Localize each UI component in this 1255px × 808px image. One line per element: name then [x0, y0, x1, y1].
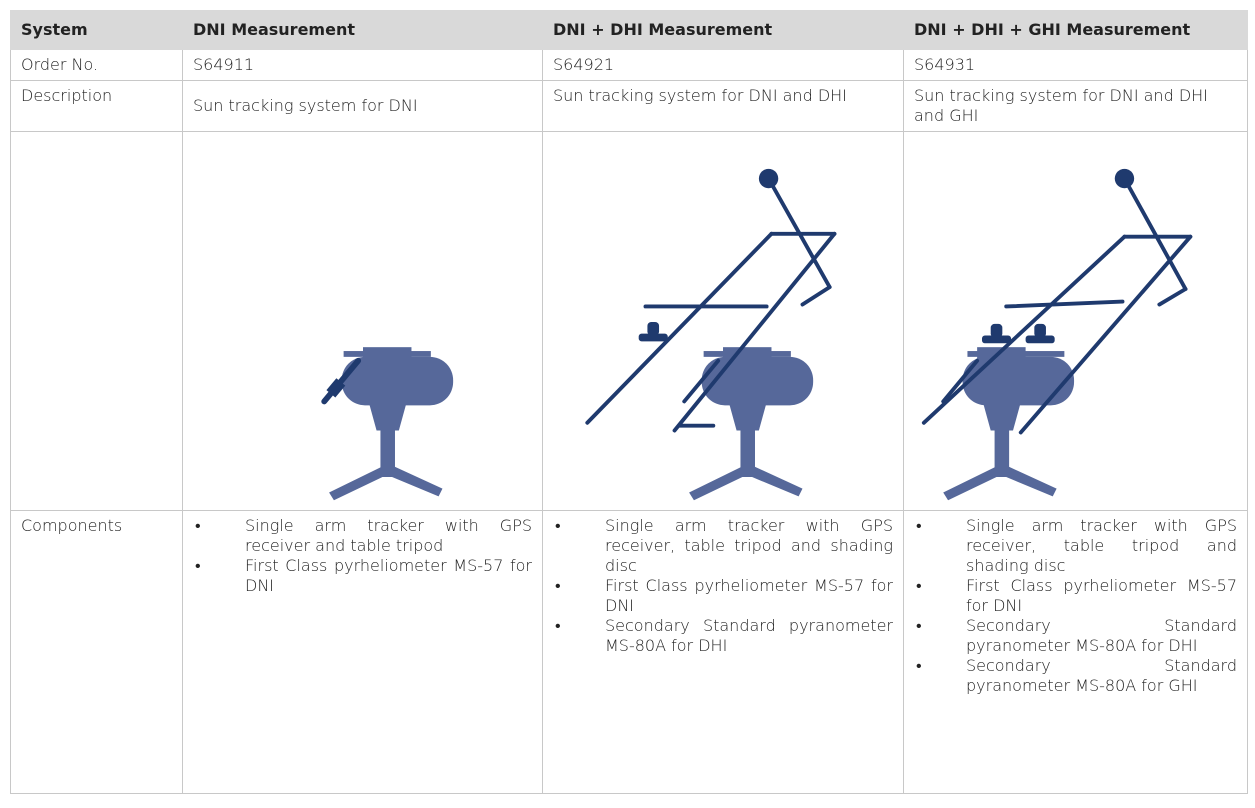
comparison-table: System DNI Measurement DNI + DHI Measure…	[10, 10, 1248, 794]
tracker-illustration	[585, 168, 837, 501]
cell: S64911	[182, 49, 543, 81]
cell: Order No.	[10, 49, 183, 81]
cell: Components	[10, 510, 183, 794]
component-item: First Class pyrheliometer MS-57 for DNI	[914, 576, 1237, 616]
component-item: Single arm tracker with GPS receiver, ta…	[553, 516, 893, 576]
tracker-illustration	[321, 347, 454, 501]
cell	[10, 131, 183, 511]
cell: Description	[10, 80, 183, 132]
header-cell: DNI Measurement	[182, 10, 543, 50]
component-item: First Class pyrheliometer MS-57 for DNI	[553, 576, 893, 616]
cell	[542, 131, 904, 511]
tracker-illustration	[921, 168, 1193, 501]
cell: Single arm tracker with GPS receiver, ta…	[903, 510, 1248, 794]
component-item: Single arm tracker with GPS receiver and…	[193, 516, 532, 556]
component-item: Secondary Standard pyranometer MS-80A fo…	[914, 616, 1237, 656]
cell: S64931	[903, 49, 1248, 81]
row: Description Sun tracking system for DNI …	[10, 80, 1248, 132]
cell: Single arm tracker with GPS receiver, ta…	[542, 510, 904, 794]
cell: S64921	[542, 49, 904, 81]
component-item: Secondary Standard pyranometer MS-80A fo…	[914, 656, 1237, 696]
header-cell: System	[10, 10, 183, 50]
cell: Sun tracking system for DNI and DHI and …	[903, 80, 1248, 132]
row: Components Single arm tracker with GPS r…	[10, 510, 1248, 794]
image-row	[10, 131, 1248, 511]
header-cell: DNI + DHI + GHI Measurement	[903, 10, 1248, 50]
component-list: Single arm tracker with GPS receiver and…	[193, 516, 532, 596]
component-list: Single arm tracker with GPS receiver, ta…	[914, 516, 1237, 696]
header-cell: DNI + DHI Measurement	[542, 10, 904, 50]
header-row: System DNI Measurement DNI + DHI Measure…	[10, 10, 1248, 50]
component-list: Single arm tracker with GPS receiver, ta…	[553, 516, 893, 656]
cell: Sun tracking system for DNI	[182, 80, 543, 132]
cell: Sun tracking system for DNI and DHI	[542, 80, 904, 132]
cell	[182, 131, 543, 511]
component-item: Secondary Standard pyranometer MS-80A fo…	[553, 616, 893, 656]
cell	[903, 131, 1248, 511]
row: Order No. S64911 S64921 S64931	[10, 49, 1248, 81]
component-item: Single arm tracker with GPS receiver, ta…	[914, 516, 1237, 576]
cell: Single arm tracker with GPS receiver and…	[182, 510, 543, 794]
component-item: First Class pyrheliometer MS-57 for DNI	[193, 556, 532, 596]
